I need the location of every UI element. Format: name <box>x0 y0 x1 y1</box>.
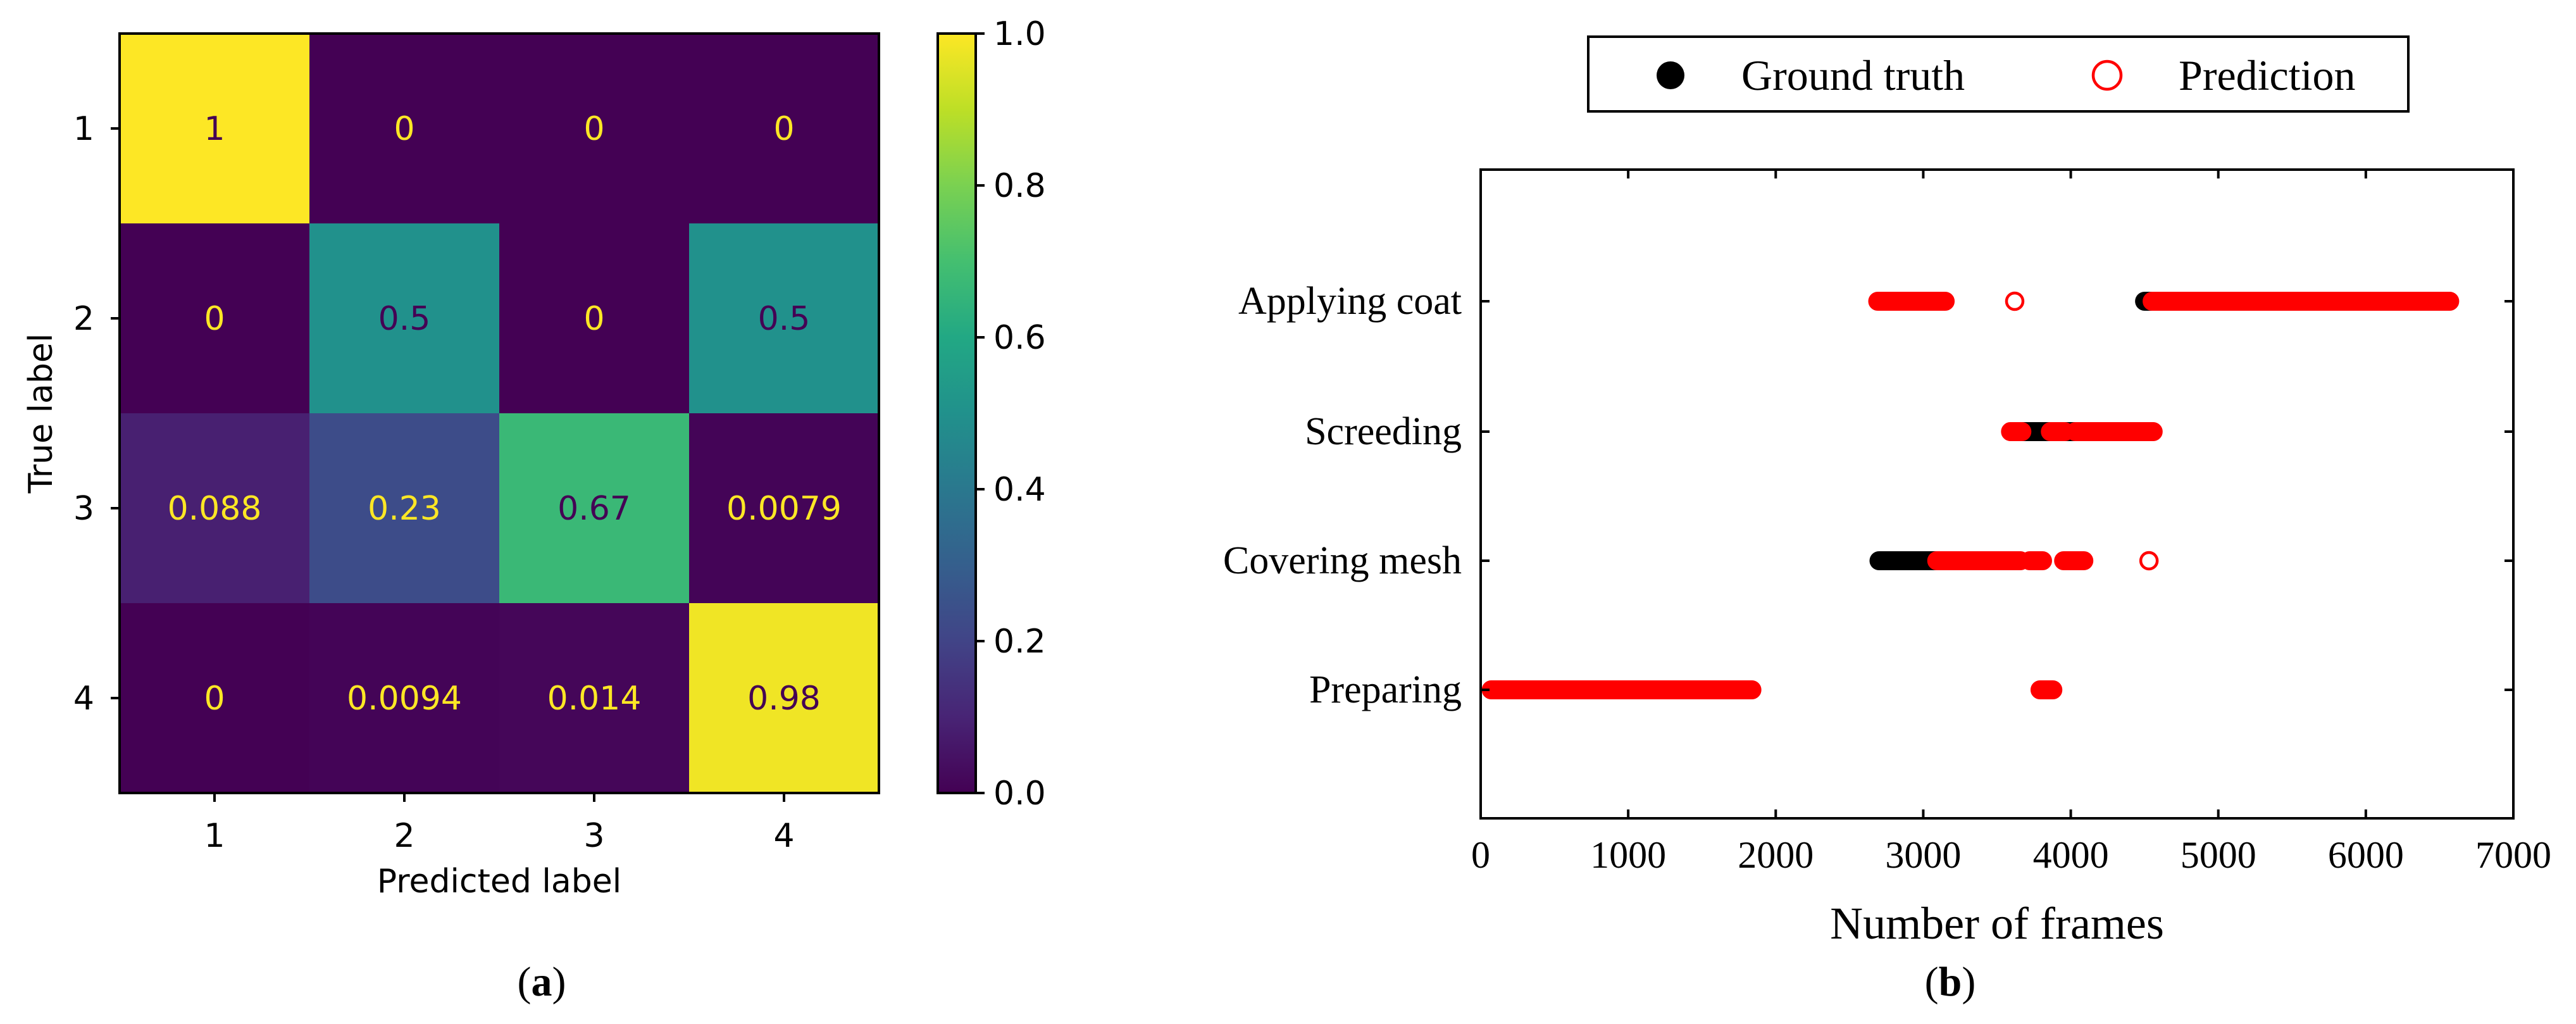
colorbar <box>936 32 977 794</box>
timeline-x-ticks: 0 1000 2000 3000 4000 5000 6000 7000 <box>1471 170 2551 876</box>
panel-a-caption-letter: a <box>532 959 552 1005</box>
heatmap-y-axis-label: True label <box>22 334 60 494</box>
prediction-marker <box>2001 422 2032 441</box>
heatmap-cell-label: 0 <box>394 110 414 148</box>
colorbar-tick-label: 0.6 <box>993 319 1046 357</box>
heatmap-cell-label: 0.0079 <box>726 490 842 528</box>
heatmap-cell <box>120 413 310 604</box>
heatmap-cell <box>120 34 310 224</box>
timeline-x-tick-label: 5000 <box>2181 834 2256 876</box>
heatmap-cell <box>689 603 880 794</box>
timeline-markers <box>1481 291 2460 699</box>
prediction-marker <box>2005 291 2025 311</box>
timeline-x-tick-label: 4000 <box>2033 834 2109 876</box>
heatmap-cell <box>309 34 500 224</box>
heatmap-y-tick-label: 1 <box>73 110 94 148</box>
heatmap-x-tick-label: 3 <box>583 817 604 855</box>
timeline-y-tick-label: Preparing <box>1309 668 1462 711</box>
prediction-marker <box>1868 292 1955 311</box>
heatmap-cell-label: 0.23 <box>368 490 441 528</box>
timeline-x-tick-label: 1000 <box>1590 834 1666 876</box>
legend-box <box>1587 35 2410 113</box>
heatmap-x-tick-label: 1 <box>204 817 225 855</box>
timeline-x-tick-label: 6000 <box>2328 834 2404 876</box>
heatmap-cell-label: 0.5 <box>758 300 811 338</box>
colorbar-tick-label: 0.8 <box>993 167 1046 205</box>
heatmap-cell-label: 0.014 <box>547 680 642 718</box>
heatmap-y-tick-label: 2 <box>73 300 94 338</box>
heatmap-x-axis-label: Predicted label <box>377 863 621 901</box>
colorbar-tick-label: 0.0 <box>993 775 1046 813</box>
prediction-marker <box>2143 292 2460 311</box>
heatmap-y-tick-label: 3 <box>73 490 94 528</box>
timeline-x-tick-label: 2000 <box>1738 834 1814 876</box>
heatmap-cell-label: 0 <box>204 300 225 338</box>
legend-ground-truth-label: Ground truth <box>1741 51 1965 99</box>
prediction-marker <box>2065 422 2163 441</box>
legend-prediction-marker <box>2091 59 2123 91</box>
heatmap-cell-label: 0.98 <box>747 680 821 718</box>
prediction-marker <box>2030 680 2063 699</box>
heatmap-x-tick-label: 4 <box>773 817 794 855</box>
heatmap-cell <box>309 223 500 414</box>
heatmap-cell-label: 0 <box>583 110 604 148</box>
heatmap-cell <box>499 413 690 604</box>
heatmap-cells <box>120 34 880 794</box>
colorbar-tick-label: 0.4 <box>993 471 1046 509</box>
prediction-marker <box>1927 551 2030 570</box>
heatmap-cell-label: 0 <box>204 680 225 718</box>
heatmap-cell-label: 1 <box>204 110 225 148</box>
prediction-marker <box>2139 551 2159 571</box>
timeline-axes-frame <box>1479 168 2515 820</box>
timeline-x-axis-label: Number of frames <box>1830 898 2164 949</box>
heatmap-cell <box>689 413 880 604</box>
heatmap-cell-label: 0.5 <box>378 300 431 338</box>
heatmap-cell <box>120 603 310 794</box>
timeline-y-tick-label: Applying coat <box>1238 280 1462 323</box>
panel-b-caption: (b) <box>1925 959 1976 1005</box>
heatmap-cell <box>499 34 690 224</box>
heatmap-cell <box>499 223 690 414</box>
panel-a-caption: (a) <box>518 959 566 1005</box>
heatmap-cell-labels: 1 0 0 0 0 0.5 0 0.5 0.088 0.23 0.67 0.0079 0 0.0094 0.… <box>168 110 842 718</box>
heatmap-x-ticks: 1 2 3 4 <box>204 793 795 855</box>
legend: Ground truth Prediction <box>1587 35 2410 113</box>
heatmap-cell <box>120 223 310 414</box>
heatmap-frame <box>118 32 880 794</box>
timeline-x-tick-label: 7000 <box>2475 834 2551 876</box>
heatmap-cell <box>309 413 500 604</box>
heatmap-cell-label: 0 <box>583 300 604 338</box>
heatmap-x-tick-label: 2 <box>394 817 414 855</box>
timeline-panel: Ground truth Prediction 0 1000 2000 3000 400… <box>1223 35 2551 1005</box>
heatmap-cell-label: 0.67 <box>557 490 631 528</box>
legend-prediction-label: Prediction <box>2179 51 2356 99</box>
heatmap-cell <box>689 34 880 224</box>
prediction-marker <box>1481 680 1762 699</box>
heatmap-cell-label: 0.0094 <box>347 680 462 718</box>
prediction-marker <box>2020 551 2052 570</box>
colorbar-ticks: 0.0 0.2 0.4 0.6 0.8 1.0 <box>976 15 1046 813</box>
panel-b-caption-letter: b <box>1939 959 1962 1005</box>
prediction-marker <box>2054 551 2094 570</box>
heatmap-cell-label: 0.088 <box>168 490 262 528</box>
timeline-y-tick-label: Covering mesh <box>1223 539 1462 582</box>
timeline-x-tick-label: 3000 <box>1885 834 1961 876</box>
heatmap-cell <box>499 603 690 794</box>
timeline-x-tick-label: 0 <box>1471 834 1490 876</box>
heatmap-cell <box>309 603 500 794</box>
heatmap-y-ticks: 1 2 3 4 <box>73 110 120 718</box>
heatmap-y-tick-label: 4 <box>73 680 94 718</box>
colorbar-tick-label: 0.2 <box>993 623 1046 661</box>
colorbar-tick-label: 1.0 <box>993 15 1046 53</box>
legend-ground-truth-marker <box>1657 61 1684 89</box>
heatmap-cell-label: 0 <box>773 110 794 148</box>
timeline-y-ticks: Preparing Covering mesh Screeding Applying … <box>1223 280 2513 711</box>
timeline-y-tick-label: Screeding <box>1305 410 1462 453</box>
heatmap-cell <box>689 223 880 414</box>
